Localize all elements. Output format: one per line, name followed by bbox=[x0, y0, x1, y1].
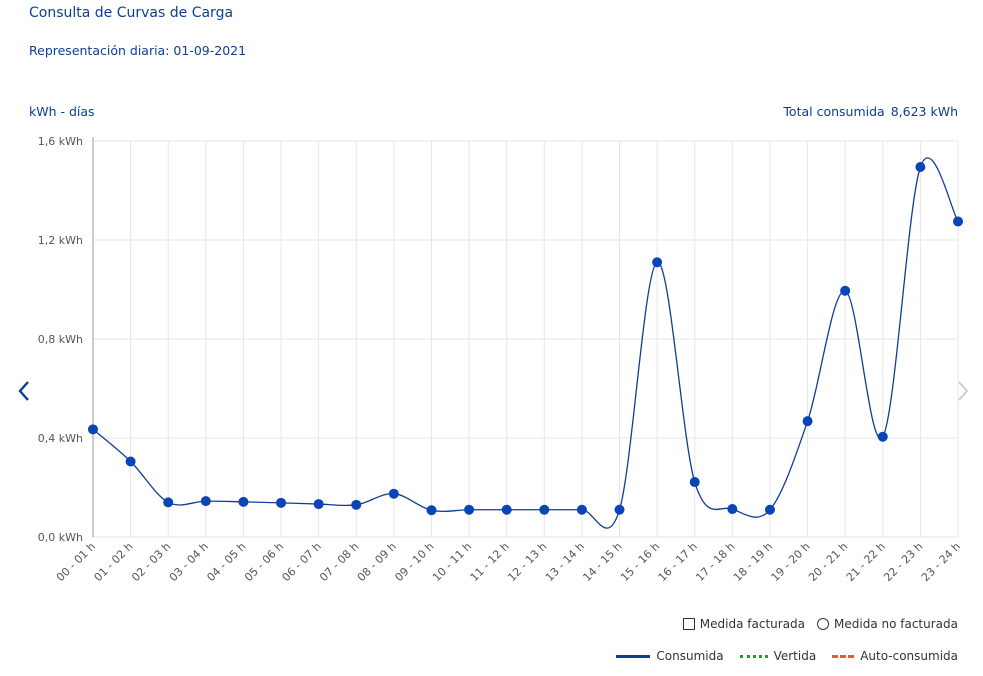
total-value: 8,623 kWh bbox=[890, 104, 958, 119]
total-label: Total consumida bbox=[783, 104, 885, 119]
circle-icon bbox=[817, 618, 830, 630]
legend-billed-label: Medida facturada bbox=[699, 617, 806, 631]
data-point[interactable] bbox=[351, 499, 362, 510]
data-point[interactable] bbox=[689, 477, 700, 488]
legend-not-billed[interactable]: Medida no facturada bbox=[817, 617, 958, 631]
load-curve-chart: 0,0 kWh 0,4 kWh 0,8 kWh 1,2 kWh 1,6 kWh 00 -… bbox=[38, 135, 963, 584]
measure-legend: Medida facturada Medida no facturada bbox=[682, 617, 958, 631]
series-line-consumida bbox=[92, 157, 959, 529]
square-icon bbox=[682, 618, 695, 630]
legend-consumed[interactable]: Consumida bbox=[616, 649, 724, 663]
x-tick-label: 08 - 09 h bbox=[355, 540, 399, 584]
x-tick-label: 07 - 08 h bbox=[317, 540, 361, 584]
x-tick-label: 10 - 11 h bbox=[430, 540, 474, 584]
data-point[interactable] bbox=[953, 216, 963, 227]
data-point[interactable] bbox=[727, 504, 738, 515]
x-tick-label: 05 - 06 h bbox=[242, 540, 286, 584]
dotted-line-icon bbox=[739, 654, 768, 658]
data-point[interactable] bbox=[88, 424, 98, 435]
data-point[interactable] bbox=[464, 504, 475, 515]
x-tick-label: 16 - 17 h bbox=[656, 540, 700, 584]
y-axis: 0,0 kWh 0,4 kWh 0,8 kWh 1,2 kWh 1,6 kWh bbox=[38, 135, 83, 544]
date-subtitle: Representación diaria: 01-09-2021 bbox=[29, 43, 247, 58]
x-tick-label: 17 - 18 h bbox=[693, 540, 737, 584]
x-tick-label: 03 - 04 h bbox=[167, 540, 211, 584]
series-points bbox=[88, 161, 963, 516]
page-title: Consulta de Curvas de Carga bbox=[29, 5, 234, 21]
dashed-line-icon bbox=[832, 654, 855, 658]
data-point[interactable] bbox=[614, 504, 625, 515]
chevron-left-icon bbox=[18, 381, 29, 401]
legend-billed[interactable]: Medida facturada bbox=[682, 617, 806, 631]
data-point[interactable] bbox=[238, 496, 249, 507]
data-point[interactable] bbox=[877, 431, 888, 442]
data-point[interactable] bbox=[652, 257, 663, 268]
x-tick-label: 14 - 15 h bbox=[580, 540, 624, 584]
data-point[interactable] bbox=[576, 504, 587, 515]
x-tick-label: 02 - 03 h bbox=[129, 540, 173, 584]
total-consumed: Total consumida 8,623 kWh bbox=[783, 104, 958, 119]
x-tick-label: 22 - 23 h bbox=[881, 540, 925, 584]
solid-line-icon bbox=[616, 654, 651, 658]
y-tick-label: 0,4 kWh bbox=[38, 432, 83, 445]
unit-label: kWh - días bbox=[29, 104, 95, 119]
data-point[interactable] bbox=[276, 497, 287, 508]
data-point[interactable] bbox=[426, 505, 437, 516]
x-tick-label: 09 - 10 h bbox=[392, 540, 436, 584]
data-point[interactable] bbox=[388, 488, 399, 499]
y-tick-label: 1,2 kWh bbox=[38, 234, 83, 247]
x-tick-label: 23 - 24 h bbox=[919, 540, 963, 584]
legend-consumed-label: Consumida bbox=[656, 649, 724, 663]
x-tick-label: 12 - 13 h bbox=[505, 540, 549, 584]
legend-exported[interactable]: Vertida bbox=[739, 649, 817, 663]
x-tick-label: 13 - 14 h bbox=[543, 540, 587, 584]
legend-exported-label: Vertida bbox=[773, 649, 817, 663]
legend-self-consumed[interactable]: Auto-consumida bbox=[832, 649, 958, 663]
data-point[interactable] bbox=[125, 456, 136, 467]
x-tick-label: 01 - 02 h bbox=[92, 540, 136, 584]
data-point[interactable] bbox=[915, 161, 926, 172]
data-point[interactable] bbox=[539, 504, 550, 515]
x-axis: 00 - 01 h01 - 02 h02 - 03 h03 - 04 h04 -… bbox=[54, 540, 963, 584]
series-legend: Consumida Vertida Auto-consumida bbox=[616, 649, 958, 663]
legend-self-consumed-label: Auto-consumida bbox=[860, 649, 958, 663]
x-tick-label: 11 - 12 h bbox=[468, 540, 512, 584]
previous-day-button[interactable] bbox=[14, 376, 34, 406]
data-point[interactable] bbox=[501, 504, 512, 515]
y-tick-label: 0,0 kWh bbox=[38, 531, 83, 544]
x-tick-label: 21 - 22 h bbox=[844, 540, 888, 584]
x-tick-label: 19 - 20 h bbox=[769, 540, 813, 584]
next-day-button[interactable] bbox=[953, 376, 973, 406]
chart-grid bbox=[92, 137, 959, 538]
data-point[interactable] bbox=[200, 496, 211, 507]
y-tick-label: 1,6 kWh bbox=[38, 135, 83, 148]
x-tick-label: 06 - 07 h bbox=[280, 540, 324, 584]
x-tick-label: 15 - 16 h bbox=[618, 540, 662, 584]
data-point[interactable] bbox=[840, 285, 851, 296]
data-point[interactable] bbox=[163, 497, 174, 508]
data-point[interactable] bbox=[313, 499, 324, 510]
chevron-right-icon bbox=[958, 381, 969, 401]
data-point[interactable] bbox=[802, 416, 813, 427]
x-tick-label: 20 - 21 h bbox=[806, 540, 850, 584]
x-tick-label: 18 - 19 h bbox=[731, 540, 775, 584]
y-tick-label: 0,8 kWh bbox=[38, 333, 83, 346]
legend-not-billed-label: Medida no facturada bbox=[834, 617, 958, 631]
x-tick-label: 04 - 05 h bbox=[204, 540, 248, 584]
x-tick-label: 00 - 01 h bbox=[54, 540, 98, 584]
data-point[interactable] bbox=[764, 504, 775, 515]
